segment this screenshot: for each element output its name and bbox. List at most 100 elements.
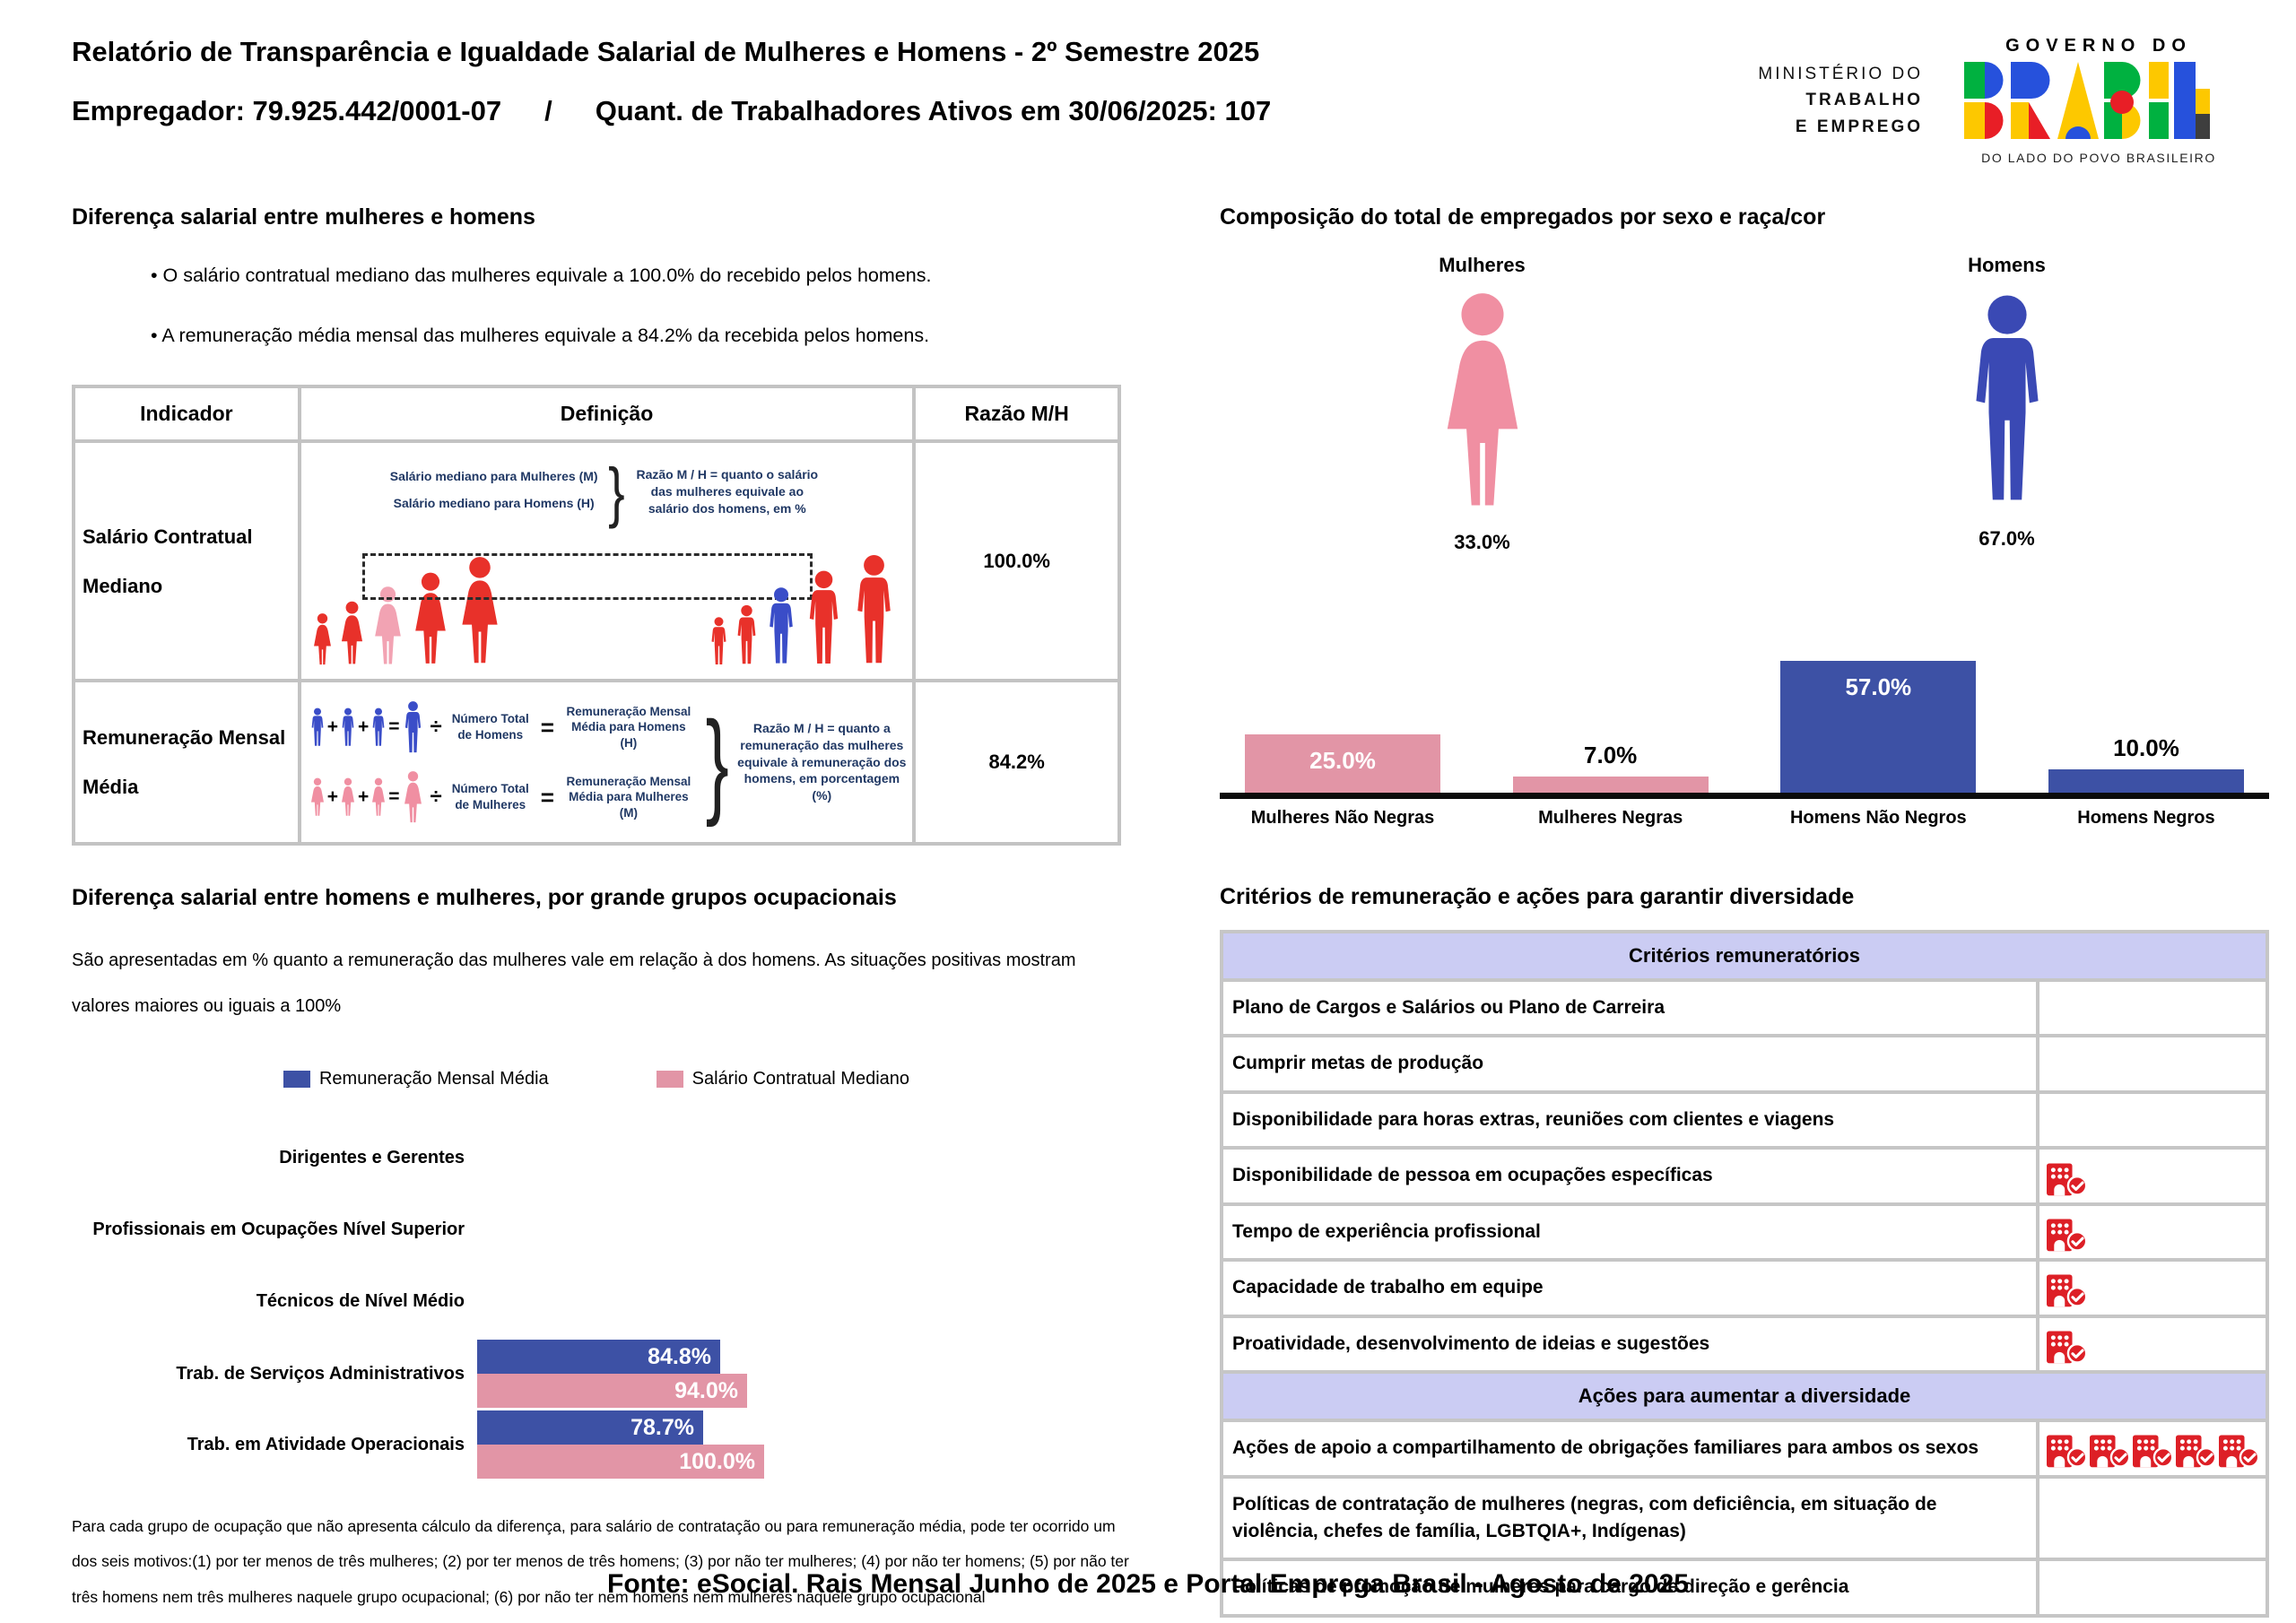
bar-value-label: 10.0% — [2113, 734, 2179, 761]
women-formula-row: + + = ÷ Número Total de Mulheres = Remun… — [309, 770, 696, 824]
man-icon — [370, 707, 387, 747]
criteria-row: Tempo de experiência profissional — [1220, 1202, 2269, 1263]
composition-bar-column: 10.0% — [2048, 734, 2244, 793]
man-icon-highlight — [763, 586, 799, 666]
table-row-mean: Remuneração Mensal Média + + = ÷ — [72, 679, 1121, 846]
category-label: Dirigentes e Gerentes — [279, 1147, 465, 1167]
criteria-label: Proatividade, desenvolvimento de ideias … — [1220, 1314, 2039, 1375]
brasil-mosaic-icon — [1964, 62, 2210, 139]
bar: 100.0% — [477, 1445, 764, 1479]
men-heading: Homens — [1968, 254, 2046, 276]
women-percentage: 33.0% — [1454, 531, 1510, 553]
legend-item-remuneracao: Remuneração Mensal Média — [283, 1069, 549, 1089]
woman-icon — [337, 600, 367, 666]
logos: MINISTÉRIO DO TRABALHO E EMPREGO GOVERNO… — [1758, 36, 2242, 165]
population-pictogram — [307, 535, 908, 672]
category-label: Mulheres Não Negras — [1250, 808, 1435, 828]
category-label: Profissionais em Ocupações Nível Superio… — [92, 1219, 465, 1239]
woman-icon — [339, 777, 357, 817]
bar: 57.0% — [1780, 661, 1977, 793]
man-icon — [848, 553, 900, 666]
brace-glyph: } — [607, 455, 625, 529]
criteria-icons-cell — [2036, 1558, 2269, 1618]
bar-group: 84.8% 94.0% — [477, 1340, 747, 1408]
company-check-icon — [2090, 1432, 2131, 1468]
bullet-median: • O salário contratual mediano das mulhe… — [151, 265, 932, 286]
criteria-label: Plano de Cargos e Salários ou Plano de C… — [1220, 977, 2039, 1038]
company-check-icon — [2047, 1271, 2088, 1307]
composition-bars: 25.0% 7.0% 57.0% 10.0% — [1220, 606, 2269, 799]
right-column: Composição do total de empregados por se… — [1220, 204, 2269, 1618]
criteria-label: Políticas de promoção de mulheres para c… — [1220, 1558, 2039, 1618]
median-dashed-box — [361, 553, 813, 600]
bar-value-label: 78.7% — [631, 1414, 694, 1440]
woman-icon-large — [1432, 290, 1533, 512]
bar-value-label: 94.0% — [674, 1377, 738, 1403]
criteria-icons-cell — [2036, 1202, 2269, 1263]
col-header-definicao: Definição — [297, 385, 917, 443]
men-group-icons — [708, 553, 900, 666]
plus-glyph: + — [326, 786, 338, 807]
criteria-icons-cell — [2036, 1089, 2269, 1150]
page-title: Relatório de Transparência e Igualdade S… — [72, 36, 1260, 67]
criteria-icons-cell — [2036, 1258, 2269, 1318]
col-header-indicador: Indicador — [72, 385, 301, 443]
composition-bar-column: 25.0% — [1245, 734, 1440, 793]
bar: 25.0% — [1245, 734, 1440, 793]
criteria-row: Políticas de promoção de mulheres para c… — [1220, 1558, 2269, 1618]
bar: 78.7% — [477, 1410, 703, 1445]
num-homens-label: Número Total de Homens — [451, 712, 529, 742]
median-men-label: Salário mediano para Homens (H) — [393, 496, 595, 510]
section-title-criteria: Critérios de remuneração e ações para ga… — [1220, 884, 1855, 909]
active-workers: Quant. de Trabalhadores Ativos em 30/06/… — [595, 95, 1272, 126]
woman-icon — [309, 777, 326, 817]
bar: 94.0% — [477, 1374, 747, 1408]
equals-glyph: = — [540, 713, 554, 741]
occupational-row: Trab. em Atividade Operacionais 78.7% 100.… — [72, 1410, 1121, 1479]
bar — [1512, 777, 1709, 793]
criteria-label: Cumprir metas de produção — [1220, 1034, 2039, 1094]
divide-glyph: ÷ — [430, 785, 442, 809]
bar-value-label: 7.0% — [1584, 742, 1638, 768]
criteria-table-body: Critérios remuneratórios Plano de Cargos … — [1220, 930, 2269, 1618]
criteria-row: Disponibilidade de pessoa em ocupações e… — [1220, 1146, 2269, 1206]
man-icon — [339, 707, 357, 747]
col-header-razao: Razão M/H — [912, 385, 1121, 443]
plus-glyph: + — [326, 716, 338, 737]
rem-mulheres-label: Remuneração Mensal Média para Mulheres (… — [566, 774, 691, 820]
composition-chart: 25.0% 7.0% 57.0% 10.0% Mulheres Não Negras M… — [1220, 606, 2269, 829]
ministry-line: TRABALHO — [1805, 91, 1923, 110]
indicator-table: Indicador Definição Razão M/H Salário Co… — [72, 385, 1121, 846]
criteria-icons-cell — [2036, 1034, 2269, 1094]
man-icon — [802, 569, 846, 666]
plus-glyph: + — [358, 716, 370, 737]
criteria-table: Critérios remuneratórios Plano de Cargos … — [1220, 930, 2269, 1618]
legend-swatch-blue — [283, 1071, 310, 1088]
gov-logo-top-text: GOVERNO DO — [2005, 36, 2192, 56]
women-heading: Mulheres — [1439, 254, 1526, 276]
legend-swatch-pink — [656, 1071, 683, 1088]
salary-diff-bullets: • O salário contratual mediano das mulhe… — [151, 265, 1121, 347]
median-women-label: Salário mediano para Mulheres (M) — [389, 469, 598, 483]
man-icon — [708, 616, 730, 666]
criteria-section-header: Critérios remuneratórios — [1220, 930, 2269, 982]
company-check-icon — [2047, 1432, 2088, 1468]
median-ratio-note: Razão M / H = quanto o salário das mulhe… — [636, 467, 819, 516]
company-check-icon — [2047, 1160, 2088, 1196]
gov-logo-bottom-text: DO LADO DO POVO BRASILEIRO — [1981, 151, 2216, 165]
bar-value-label: 25.0% — [1309, 747, 1376, 774]
man-icon — [401, 700, 425, 754]
criteria-icons-cell — [2036, 977, 2269, 1038]
bar-value-label: 100.0% — [679, 1448, 755, 1474]
occupational-row: Profissionais em Ocupações Nível Superio… — [72, 1193, 1121, 1265]
occupational-row: Dirigentes e Gerentes — [72, 1122, 1121, 1193]
criteria-icons-cell — [2036, 1474, 2269, 1562]
man-icon — [309, 707, 326, 747]
bar-value-label: 84.8% — [648, 1343, 711, 1369]
employer-id: Empregador: 79.925.442/0001-07 — [72, 95, 502, 126]
left-column: Diferença salarial entre mulheres e home… — [72, 204, 1129, 1615]
legend-label: Remuneração Mensal Média — [318, 1069, 549, 1089]
company-check-icon — [2176, 1432, 2217, 1468]
bar-group: 78.7% 100.0% — [477, 1410, 764, 1479]
ministry-logo: MINISTÉRIO DO TRABALHO E EMPREGO — [1758, 61, 1923, 140]
